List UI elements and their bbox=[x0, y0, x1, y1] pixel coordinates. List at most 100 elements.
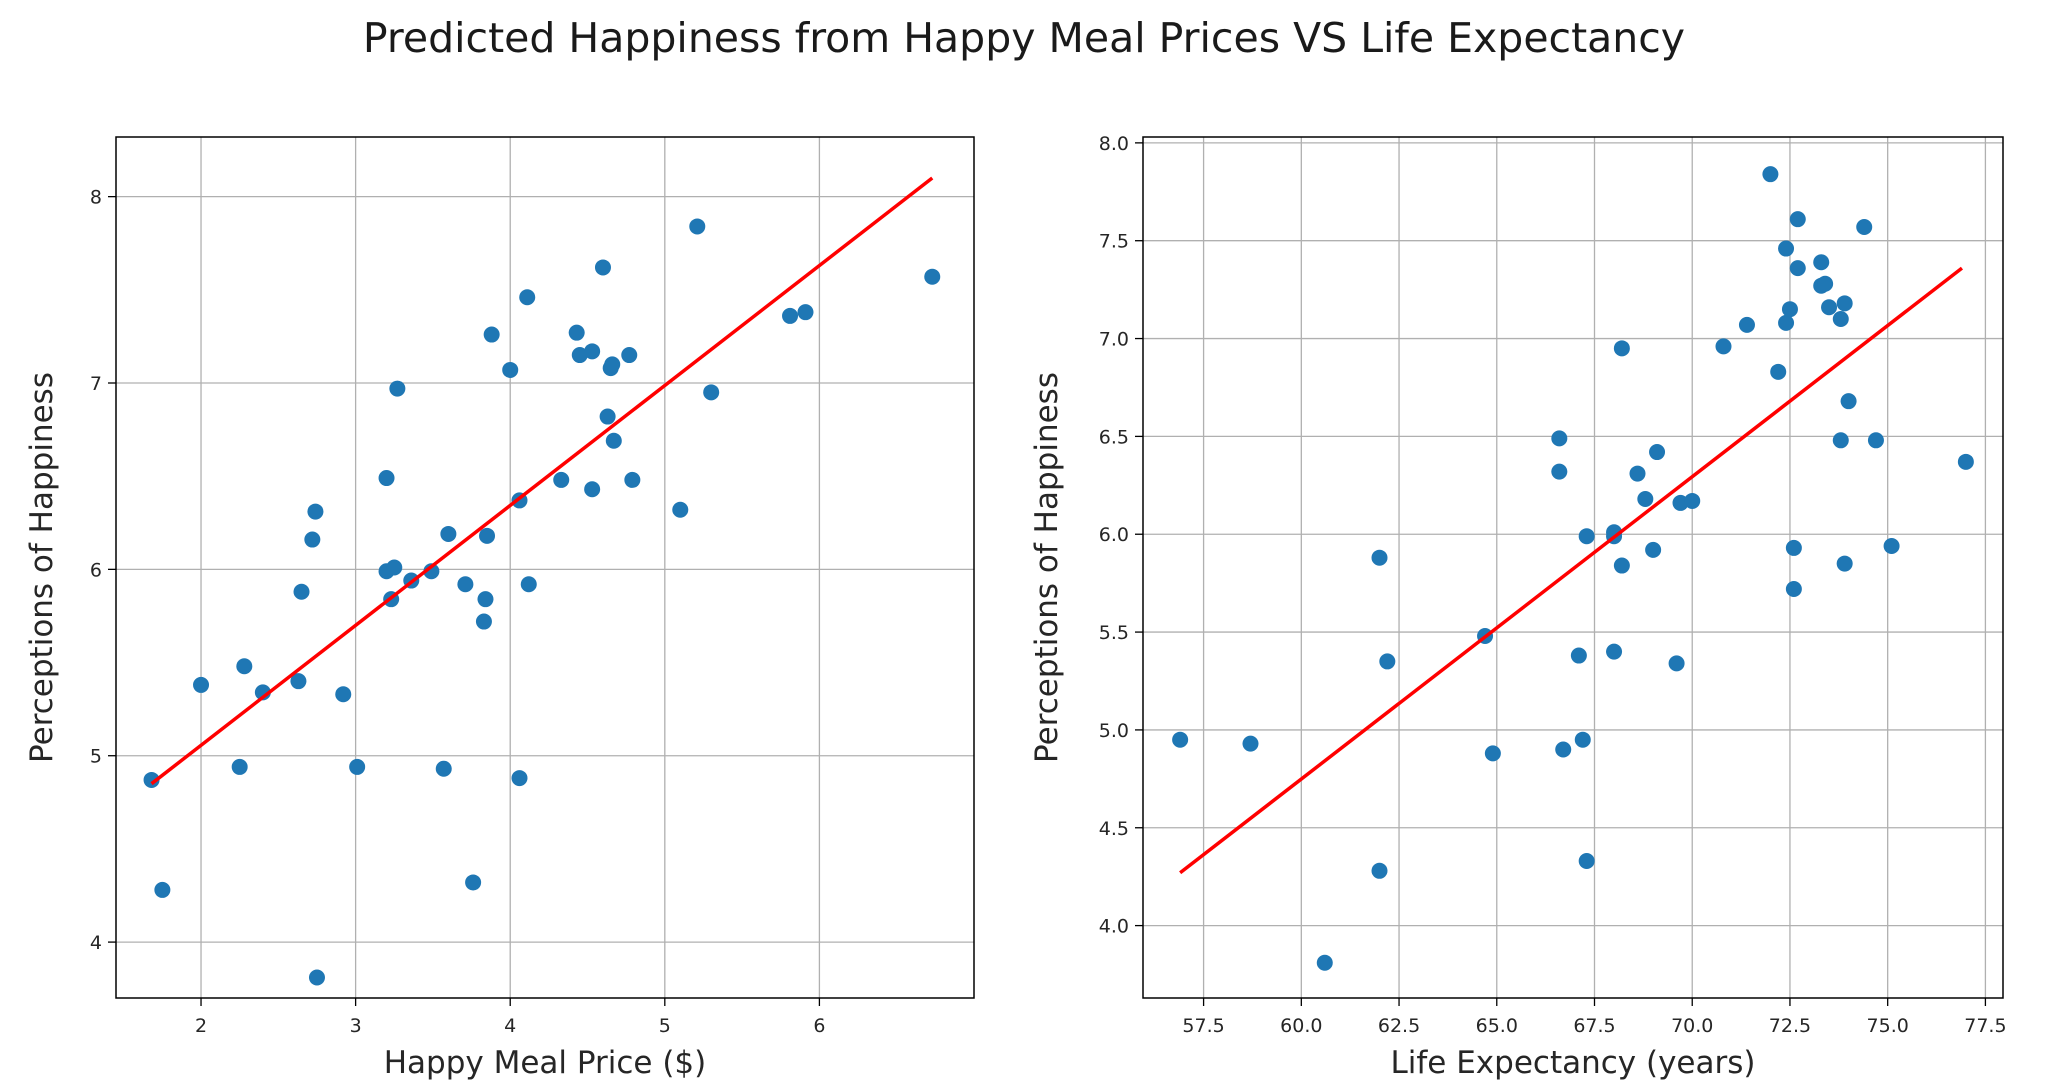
chart-2-y-tick-label: 4.5 bbox=[1099, 818, 1129, 840]
chart-1-data-point bbox=[293, 583, 310, 600]
chart-1-data-point bbox=[307, 503, 324, 520]
chart-2-regression-line bbox=[1179, 266, 1964, 875]
chart-1-data-point bbox=[304, 531, 321, 548]
chart-2-data-point bbox=[1484, 745, 1501, 762]
chart-1-y-tick-label: 4 bbox=[90, 932, 102, 954]
chart-1-data-point bbox=[435, 760, 452, 777]
chart-1-data-point bbox=[594, 259, 611, 276]
chart-2-data-point bbox=[1637, 491, 1654, 508]
chart-2-data-point bbox=[1371, 549, 1388, 566]
chart-2-data-point bbox=[1840, 393, 1857, 410]
chart-2-y-tick-label: 8.0 bbox=[1099, 133, 1129, 155]
chart-1-data-point bbox=[231, 758, 248, 775]
chart-1-regression-line bbox=[150, 176, 934, 786]
figure-title: Predicted Happiness from Happy Meal Pric… bbox=[362, 14, 1686, 62]
chart-2-data-point bbox=[1821, 299, 1838, 316]
chart-2-data-point bbox=[1649, 444, 1666, 461]
chart-2-data-point bbox=[1785, 539, 1802, 556]
chart-1-data-point bbox=[457, 576, 474, 593]
chart-1-data-point bbox=[477, 591, 494, 608]
chart-1-data-point bbox=[386, 559, 403, 576]
chart-2-data-point bbox=[1883, 537, 1900, 554]
chart-2-data-point bbox=[1832, 432, 1849, 449]
chart-1-data-point bbox=[440, 525, 457, 542]
chart-2-x-tick-label: 60.0 bbox=[1280, 1015, 1322, 1037]
chart-1-data-point bbox=[604, 356, 621, 373]
chart-2-data-point bbox=[1613, 340, 1630, 357]
chart-1-data-point bbox=[389, 380, 406, 397]
chart-2-data-point bbox=[1738, 316, 1755, 333]
chart-2-x-tick-label: 67.5 bbox=[1573, 1015, 1615, 1037]
chart-1-y-axis-label: Perceptions of Happiness bbox=[24, 372, 60, 763]
chart-2-x-tick-label: 65.0 bbox=[1476, 1015, 1518, 1037]
chart-1-data-point bbox=[143, 771, 160, 788]
chart-2-data-point bbox=[1957, 453, 1974, 470]
chart-1-data-point bbox=[689, 218, 706, 235]
chart-2-x-tick-label: 75.0 bbox=[1867, 1015, 1909, 1037]
chart-1-plot-area bbox=[116, 137, 974, 998]
chart-2-data-point bbox=[1613, 557, 1630, 574]
chart-2-data-point bbox=[1551, 430, 1568, 447]
price-happiness-chart: 2 3 4 5 6 4 5 6 7 8 Happy Meal Price ($) Perception… bbox=[24, 136, 975, 1081]
chart-1-data-point bbox=[621, 347, 638, 364]
chart-1-y-tick-label: 6 bbox=[90, 559, 102, 581]
chart-2-data-point bbox=[1684, 492, 1701, 509]
chart-2-data-point bbox=[1789, 260, 1806, 277]
chart-2-data-point bbox=[1781, 301, 1798, 318]
chart-2-data-point bbox=[1836, 555, 1853, 572]
chart-2-data-point bbox=[1316, 954, 1333, 971]
chart-1-x-tick-label: 3 bbox=[350, 1015, 362, 1037]
chart-2-data-point bbox=[1172, 731, 1189, 748]
chart-2-data-point bbox=[1832, 310, 1849, 327]
chart-2-axes-frame bbox=[1142, 136, 2004, 999]
chart-1-y-tick-label: 8 bbox=[90, 187, 102, 209]
chart-1-data-point bbox=[571, 347, 588, 364]
chart-1-data-point bbox=[475, 613, 492, 630]
chart-1-x-tick-label: 5 bbox=[659, 1015, 671, 1037]
chart-2-data-point bbox=[1645, 541, 1662, 558]
chart-1-data-point bbox=[782, 307, 799, 324]
chart-1-data-point bbox=[236, 658, 253, 675]
chart-1-data-point bbox=[465, 874, 482, 891]
chart-1-data-point bbox=[624, 471, 641, 488]
chart-2-data-point bbox=[1570, 647, 1587, 664]
chart-2-data-point bbox=[1371, 862, 1388, 879]
chart-1-data-point bbox=[584, 481, 601, 498]
chart-2-data-point bbox=[1813, 254, 1830, 271]
chart-2-data-point bbox=[1555, 741, 1572, 758]
chart-2-y-tick-label: 6.0 bbox=[1099, 524, 1129, 546]
chart-2-data-point bbox=[1242, 735, 1259, 752]
chart-2-data-point bbox=[1762, 166, 1779, 183]
chart-1-data-point bbox=[290, 673, 307, 690]
chart-1-data-point bbox=[335, 686, 352, 703]
chart-2-data-point bbox=[1856, 219, 1873, 236]
chart-1-data-point bbox=[605, 432, 622, 449]
chart-1-data-point bbox=[519, 289, 536, 306]
chart-2-y-tick-label: 6.5 bbox=[1099, 426, 1129, 448]
chart-1-data-point bbox=[349, 758, 366, 775]
chart-1-x-tick-label: 6 bbox=[813, 1015, 825, 1037]
chart-2-x-tick-label: 77.5 bbox=[1964, 1015, 2006, 1037]
chart-1-data-point bbox=[924, 268, 941, 285]
chart-2-data-point bbox=[1789, 211, 1806, 228]
chart-2-data-point bbox=[1778, 240, 1795, 257]
chart-2-data-point bbox=[1836, 295, 1853, 312]
chart-2-x-tick-label: 70.0 bbox=[1671, 1015, 1713, 1037]
chart-2-data-point bbox=[1629, 465, 1646, 482]
chart-2-data-point bbox=[1785, 581, 1802, 598]
chart-2-x-tick-label: 57.5 bbox=[1182, 1015, 1224, 1037]
chart-2-y-tick-label: 5.5 bbox=[1099, 622, 1129, 644]
chart-1-data-point bbox=[479, 527, 496, 544]
chart-1-data-point bbox=[520, 576, 537, 593]
chart-2-y-axis-label: Perceptions of Happiness bbox=[1029, 372, 1065, 763]
chart-1-data-point bbox=[584, 343, 601, 360]
chart-1-data-point bbox=[193, 676, 210, 693]
chart-2-y-tick-label: 4.0 bbox=[1099, 916, 1129, 938]
chart-1-x-axis-label: Happy Meal Price ($) bbox=[384, 1045, 707, 1081]
chart-2-data-point bbox=[1574, 731, 1591, 748]
chart-2-x-tick-label: 62.5 bbox=[1378, 1015, 1420, 1037]
chart-1-data-point bbox=[378, 470, 395, 487]
chart-1-data-point bbox=[483, 326, 500, 343]
